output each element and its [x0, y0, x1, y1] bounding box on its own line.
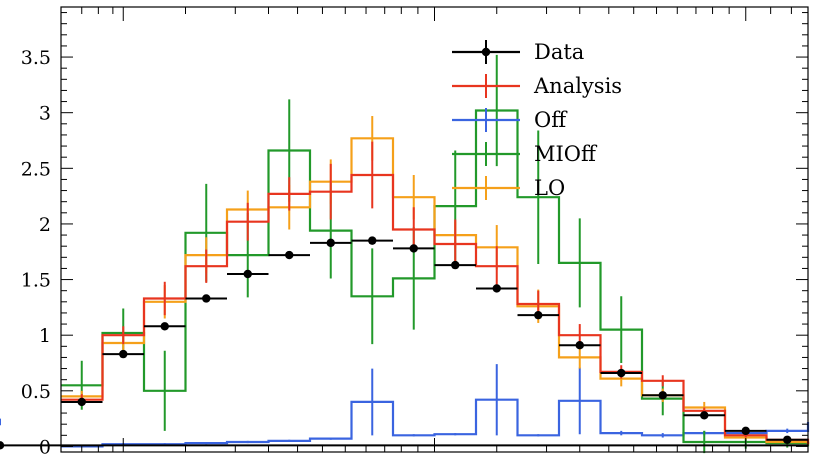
y-tick-label: 3	[39, 103, 51, 125]
legend-marker-data	[481, 47, 491, 57]
legend-label-off: Off	[534, 108, 568, 132]
legend: Data Analysis Off MIOff LO	[452, 40, 622, 200]
series-line-lo	[61, 137, 810, 445]
legend-label-analysis: Analysis	[533, 74, 622, 98]
series-analysis	[0, 141, 810, 446]
data-point	[119, 349, 128, 359]
series-line-analysis	[61, 173, 810, 445]
data-point	[617, 368, 626, 378]
series-lo	[0, 116, 810, 446]
plot-frame: 0 0.5 1 1.5 2 2.5 3 3.5	[21, 6, 809, 458]
data-point	[326, 238, 335, 248]
y-tick-label: 2.5	[21, 158, 51, 180]
legend-entry-lo: LO	[452, 176, 565, 200]
data-point	[658, 391, 667, 400]
series-mioff	[0, 54, 810, 454]
data-point	[534, 310, 543, 320]
data-point	[700, 411, 709, 420]
y-tick-label: 2	[39, 214, 51, 236]
legend-entry-analysis: Analysis	[452, 74, 622, 98]
data-point	[285, 250, 294, 260]
legend-label-mioff: MIOff	[534, 142, 598, 166]
legend-label-lo: LO	[534, 176, 565, 200]
data-point	[575, 341, 584, 350]
y-tick-label: 3.5	[21, 47, 51, 69]
data-point	[0, 441, 5, 450]
y-tick-label: 0.5	[21, 381, 51, 403]
data-point	[368, 236, 377, 245]
series-data	[0, 236, 808, 450]
legend-entry-mioff: MIOff	[452, 142, 598, 166]
legend-entry-off: Off	[452, 108, 568, 132]
data-point	[492, 284, 501, 293]
data-point	[243, 269, 252, 279]
series-layer	[0, 54, 810, 454]
data-point	[741, 426, 750, 436]
data-point	[409, 244, 418, 253]
data-point	[451, 260, 460, 270]
legend-label-data: Data	[534, 40, 584, 64]
series-off	[0, 364, 810, 448]
y-tick-label: 0	[39, 436, 51, 458]
legend-entry-data: Data	[452, 40, 584, 64]
data-point	[783, 435, 792, 444]
data-point	[77, 397, 86, 407]
y-tick-label: 1.5	[21, 270, 51, 292]
y-tick-label: 1	[39, 325, 51, 347]
series-line-mioff	[61, 109, 810, 447]
data-point	[160, 322, 169, 331]
data-point	[202, 294, 211, 303]
